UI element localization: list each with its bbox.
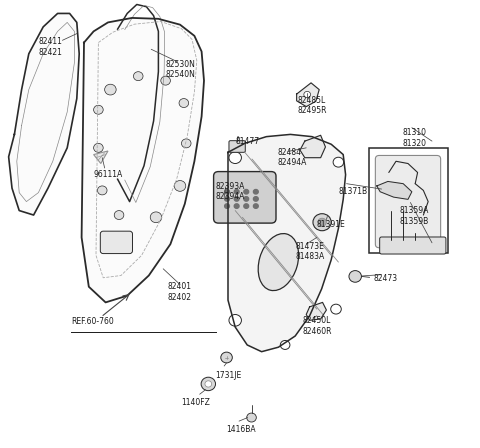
Circle shape (318, 218, 326, 226)
Circle shape (225, 197, 229, 201)
Polygon shape (9, 13, 79, 215)
Text: 81473E
81483A: 81473E 81483A (295, 242, 324, 262)
Circle shape (349, 271, 361, 282)
Polygon shape (306, 302, 326, 320)
Circle shape (247, 413, 256, 422)
Circle shape (221, 352, 232, 363)
Circle shape (234, 197, 239, 201)
Circle shape (244, 204, 249, 208)
Circle shape (229, 314, 241, 326)
Circle shape (234, 204, 239, 208)
Text: 82485L
82495R: 82485L 82495R (298, 95, 327, 115)
Text: 82473: 82473 (373, 274, 397, 283)
Circle shape (94, 143, 103, 152)
Polygon shape (300, 135, 325, 158)
Circle shape (181, 139, 191, 148)
Polygon shape (297, 83, 319, 107)
Text: 81371B: 81371B (339, 187, 368, 196)
Text: 82401
82402: 82401 82402 (167, 282, 191, 302)
FancyBboxPatch shape (229, 141, 245, 152)
Polygon shape (377, 181, 412, 199)
Text: 82484
82494A: 82484 82494A (277, 148, 307, 168)
Circle shape (174, 181, 186, 191)
Ellipse shape (258, 233, 299, 291)
Circle shape (179, 99, 189, 108)
Circle shape (304, 91, 311, 98)
Circle shape (253, 197, 258, 201)
Text: 1731JE: 1731JE (215, 371, 241, 380)
Circle shape (331, 304, 341, 314)
FancyBboxPatch shape (369, 148, 448, 253)
Circle shape (225, 190, 229, 194)
Text: 82393A
82394A: 82393A 82394A (216, 182, 245, 202)
Circle shape (201, 377, 216, 391)
Text: REF.60-760: REF.60-760 (71, 317, 114, 326)
Circle shape (253, 204, 258, 208)
Text: 81477: 81477 (235, 137, 259, 146)
Text: 1140FZ: 1140FZ (181, 398, 210, 407)
Text: 96111A: 96111A (94, 170, 123, 179)
Circle shape (313, 214, 331, 231)
Circle shape (333, 157, 344, 167)
Circle shape (97, 186, 107, 195)
Text: 82411
82421: 82411 82421 (38, 37, 62, 57)
Circle shape (205, 381, 212, 387)
Circle shape (253, 190, 258, 194)
Circle shape (161, 76, 170, 85)
Circle shape (244, 197, 249, 201)
Circle shape (105, 84, 116, 95)
Circle shape (234, 190, 239, 194)
Text: 81310
81320: 81310 81320 (402, 128, 426, 148)
Polygon shape (228, 134, 346, 352)
FancyBboxPatch shape (380, 237, 446, 254)
Circle shape (133, 72, 143, 81)
FancyBboxPatch shape (375, 155, 441, 248)
Text: 81359A
81359B: 81359A 81359B (399, 206, 429, 226)
Circle shape (229, 152, 241, 164)
Circle shape (225, 204, 229, 208)
Text: 82450L
82460R: 82450L 82460R (302, 316, 332, 336)
Polygon shape (94, 151, 108, 164)
Text: 81391E: 81391E (317, 220, 346, 229)
Text: 1416BA: 1416BA (227, 425, 256, 434)
Circle shape (94, 105, 103, 114)
Text: 82530N
82540N: 82530N 82540N (166, 60, 195, 79)
Circle shape (114, 211, 124, 220)
Polygon shape (82, 18, 204, 302)
Circle shape (244, 190, 249, 194)
FancyBboxPatch shape (100, 231, 132, 254)
Circle shape (280, 340, 290, 349)
Circle shape (150, 212, 162, 223)
FancyBboxPatch shape (214, 172, 276, 223)
